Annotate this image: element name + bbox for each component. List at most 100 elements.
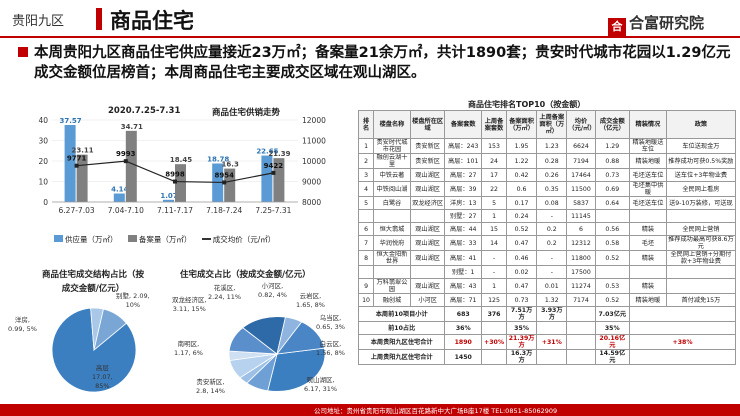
table-cell: - [536,209,568,223]
table-cell: 0.52 [594,293,631,307]
district-pie [228,316,326,392]
y-right-tick: 8000 [302,198,321,207]
legend-price: 成交均价（元/㎡） [201,235,275,244]
pie1-label-villa: 别墅, 2.09, 10% [116,292,150,309]
table-cell: 毛坯送车位 [629,168,667,182]
supply-bar [261,155,273,202]
table-cell: 0.47 [505,235,538,251]
headline-summary: 本周贵阳九区商品住宅供应量接近23万㎡；备案量21余万㎡，共计1890套；贵安时… [34,45,731,81]
footer-bar [0,404,740,416]
supply-chart-period: 2020.7.25-7.31 [108,106,181,116]
table-cell: 1 [481,278,507,294]
table-cell: 0.28 [536,153,568,169]
table-cell: 22 [481,181,507,197]
filing-value-label: 23.11 [72,147,94,155]
table-cell: 11800 [566,250,596,266]
ranking-table: 排名 楼盘名称 楼盘所在区域 备案套数 上周备案套数 备案面积（万㎡） 上周备案面积（万㎡）… [357,110,737,365]
brand-logo: 合合富研究院 [608,12,704,36]
table-cell: 高层：44 [444,222,483,236]
price-point [123,159,128,164]
pie-slice [242,316,286,355]
filing-bar [76,154,88,202]
summary-row: 前10占比 36% 35% 35% [357,321,736,335]
table-cell: 0.64 [594,196,631,210]
table-row: 别墅：1-0.02-17500 [357,265,737,279]
table-row: 8 恒大金阳新世界 观山湖区 高层：41-0.46-11800 0.52 精装 全民网上营销… [357,250,737,266]
summary-row: 上周贵阳九区住宅合计 1450 16.3万方 14.59亿元 [357,349,736,365]
table-cell: 0.24 [505,209,538,223]
table-cell: 车位送现金万 [665,138,737,154]
table-header-row: 排名 楼盘名称 楼盘所在区域 备案套数 上周备案套数 备案面积（万㎡） 上周备案面积（万㎡）… [357,110,737,139]
filing-bar [224,168,236,202]
summary-cell: 14.59亿元 [594,349,631,365]
supply-bar [163,199,174,202]
supply-chart: 0 10 20 30 40 8000 9000 10000 11000 12000 37.57 23.… [38,116,326,215]
logo-text: 合富研究院 [629,14,705,32]
table-cell: 17500 [566,265,596,279]
price-value-label: 9771 [67,155,87,163]
price-value-label: 9422 [264,162,284,170]
supply-value-label: 37.57 [60,117,82,125]
pie2-label-shuanglong: 双龙经济区, 3.11, 15% [172,296,207,313]
column-header: 楼盘名称 [373,110,411,139]
summary-cell [629,349,736,365]
table-cell: 9 [357,278,375,294]
table-cell [629,265,667,279]
table-cell [373,265,411,279]
summary-cell: 3.93万方 [536,306,568,322]
summary-label: 本周贵阳九区住宅合计 [357,334,446,350]
district-pie-title: 住宅成交占比（按成交金额/亿元） [180,270,311,280]
table-cell: 17 [481,168,507,182]
table-cell: 贵安时代城市花园 [373,138,411,154]
table-cell: 7194 [566,153,596,169]
summary-cell: +30% [481,334,507,350]
table-cell: 0.2 [536,235,568,251]
column-header: 均价（元/㎡） [566,110,596,139]
table-cell: 14 [481,235,507,251]
table-row: 9 万科翡翠公园 观山湖区 高层：43 1 0.47 0.01 11274 0.53 精装 [357,278,737,294]
table-cell: 精装 [629,250,667,266]
table-cell: 0.52 [594,250,631,266]
table-cell: 观山湖区 [409,181,446,197]
price-point [222,180,227,185]
column-header: 精装情况 [629,110,667,139]
table-cell: 0.2 [536,222,568,236]
table-cell: 0.47 [505,278,538,294]
table-cell: 首付减免15万 [665,293,737,307]
table-cell [357,209,375,223]
summary-cell: 683 [444,306,483,322]
summary-cell [629,321,736,335]
column-header: 备案套数 [444,110,483,139]
title-accent-bar [96,8,102,30]
table-cell: 1.32 [536,293,568,307]
table-cell: 高层：39 [444,181,483,197]
table-cell: 双龙经济区 [409,196,446,210]
price-value-label: 8998 [165,171,185,179]
summary-cell: 1450 [444,349,483,365]
table-cell: - [536,250,568,266]
supply-chart-legend: 供应量（万㎡） 备案量（万㎡） 成交均价（元/㎡） [54,234,283,245]
summary-cell [566,321,596,335]
table-cell: 高层：41 [444,250,483,266]
table-cell: 1 [357,138,375,154]
table-row: 1 贵安时代城市花园 贵安新区 高层：243 153 1.95 1.23 6624 1.29 精装… [357,138,737,154]
summary-cell: 36% [444,321,483,335]
summary-cell: 7.03亿元 [594,306,631,322]
table-cell: 观山湖区 [409,222,446,236]
table-cell: 推荐成功最高可获8.6万元 [665,235,737,251]
table-cell [409,209,446,223]
table-cell: - [481,250,507,266]
table-cell: 精装 [629,222,667,236]
table-cell: 11274 [566,278,596,294]
footer-contact: 公司地址：贵州省贵阳市观山湖区百花路新中大广场B座17楼 TEL:0851-85… [314,407,558,415]
table-cell: 0.73 [505,293,538,307]
filing-bar [125,130,137,202]
price-point [271,170,276,175]
summary-cell: 16.3万方 [505,349,538,365]
price-point [173,179,177,184]
summary-cell: 35% [594,321,631,335]
table-cell: 5 [481,196,507,210]
table-cell: 5 [357,196,375,210]
summary-cell [481,321,507,335]
table-cell: 5837 [566,196,596,210]
